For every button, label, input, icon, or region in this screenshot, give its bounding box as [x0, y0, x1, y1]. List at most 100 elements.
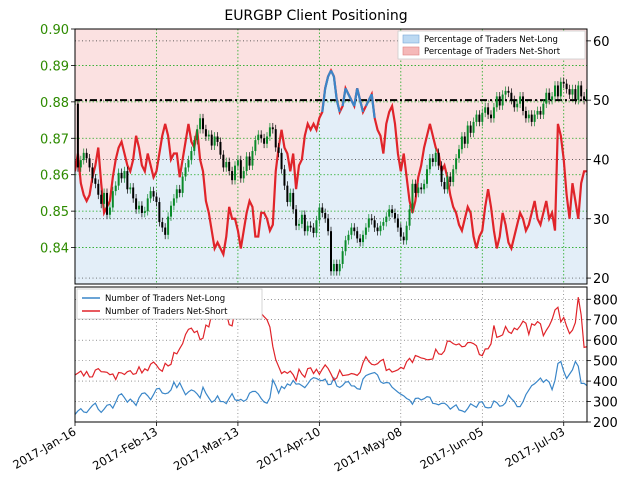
- candle-body: [472, 121, 475, 133]
- candle-body: [236, 160, 239, 166]
- candle-body: [414, 183, 417, 193]
- candle-body: [571, 89, 574, 95]
- candle-body: [530, 114, 533, 122]
- candle-body: [181, 176, 184, 193]
- candle-body: [487, 107, 490, 115]
- candle-body: [312, 227, 315, 233]
- candle-body: [158, 202, 161, 223]
- net-long-segment: [370, 94, 376, 119]
- bottom-tick-label: 200: [593, 416, 618, 431]
- left-tick-label: 0.85: [40, 205, 69, 220]
- candle-body: [338, 263, 341, 272]
- bottom-tick-label: 600: [593, 334, 618, 349]
- candle-body: [242, 171, 245, 179]
- candle-body: [225, 161, 228, 168]
- candle-body: [76, 103, 79, 168]
- candle-body: [108, 207, 111, 215]
- candle-body: [533, 114, 536, 122]
- candle-body: [143, 211, 146, 213]
- candle-body: [437, 152, 440, 166]
- right-tick-label: 50: [593, 94, 610, 109]
- candle-body: [574, 89, 577, 101]
- candle-body: [376, 227, 379, 232]
- candle-body: [332, 263, 335, 272]
- net-short-count-line: [75, 297, 587, 383]
- candle-body: [306, 225, 309, 232]
- candle-body: [370, 218, 373, 221]
- candle-body: [149, 191, 152, 199]
- candle-body: [373, 220, 376, 228]
- candle-body: [388, 209, 391, 217]
- candle-body: [175, 189, 178, 199]
- candle-body: [222, 154, 225, 168]
- candle-body: [79, 160, 82, 168]
- left-tick-label: 0.90: [40, 23, 69, 38]
- candle-body: [207, 134, 210, 137]
- net-long-segment: [332, 76, 338, 101]
- right-tick-label: 60: [593, 35, 610, 50]
- candle-body: [111, 191, 114, 208]
- candle-body: [341, 251, 344, 264]
- bottom-panel: 200 300 400 500 600 700 800 Number of Traders …: [74, 286, 618, 431]
- candle-body: [516, 103, 519, 108]
- candle-body: [82, 152, 85, 161]
- candle-body: [446, 176, 449, 190]
- candle-body: [315, 220, 318, 233]
- left-tick-label: 0.84: [40, 242, 69, 257]
- candle-body: [318, 207, 321, 221]
- bottom-right-axis-ticks: 200 300 400 500 600 700 800: [587, 293, 618, 431]
- candle-body: [146, 198, 149, 212]
- candle-body: [199, 118, 202, 130]
- candle-body: [327, 218, 330, 232]
- candle-body: [580, 85, 583, 97]
- net-long-segment: [344, 87, 350, 95]
- top-legend: Percentage of Traders Net-Long Percentag…: [397, 30, 586, 60]
- legend-swatch-net-short: [402, 46, 420, 56]
- candle-body: [492, 107, 495, 119]
- candle-body: [202, 118, 204, 130]
- candle-body: [164, 227, 167, 235]
- legend-label-net-long-count: Number of Traders Net-Long: [105, 294, 225, 304]
- candle-body: [527, 114, 530, 119]
- candle-body: [536, 110, 539, 115]
- candle-body: [271, 127, 274, 130]
- candle-body: [405, 225, 408, 241]
- candle-body: [167, 216, 170, 235]
- right-axis-ticks: 20 30 40 50 60: [587, 35, 610, 287]
- candle-body: [97, 183, 100, 195]
- candle-body: [507, 90, 510, 93]
- candle-body: [172, 198, 175, 206]
- candle-body: [135, 198, 138, 210]
- net-short-percentage-line: [75, 68, 587, 258]
- candle-body: [140, 205, 143, 213]
- candle-body: [204, 129, 207, 137]
- candle-body: [498, 96, 501, 106]
- candle-body: [277, 147, 280, 153]
- candle-body: [114, 185, 117, 192]
- right-tick-label: 40: [593, 153, 610, 168]
- candle-body: [359, 238, 362, 243]
- candle-body: [170, 205, 172, 217]
- bottom-legend: Number of Traders Net-Long Number of Tra…: [76, 288, 263, 320]
- candle-body: [440, 165, 443, 182]
- net-long-segment: [330, 70, 335, 77]
- candle-body: [469, 125, 472, 133]
- candle-body: [155, 196, 158, 203]
- candle-body: [274, 129, 277, 148]
- candle-body: [126, 171, 129, 190]
- candle-body: [268, 127, 271, 137]
- candle-body: [286, 185, 289, 203]
- candle-body: [231, 171, 234, 181]
- candle-body: [321, 207, 324, 213]
- candle-body: [524, 110, 527, 119]
- net-long-segment: [359, 99, 365, 113]
- candle-body: [490, 114, 492, 119]
- candle-body: [417, 187, 420, 193]
- candle-body: [504, 90, 507, 95]
- candle-body: [478, 114, 481, 122]
- candle-body: [484, 107, 487, 113]
- legend-label-net-short-count: Number of Traders Net-Short: [105, 307, 228, 317]
- candle-body: [577, 85, 580, 101]
- net-long-segment: [364, 99, 370, 107]
- candle-body: [475, 114, 478, 122]
